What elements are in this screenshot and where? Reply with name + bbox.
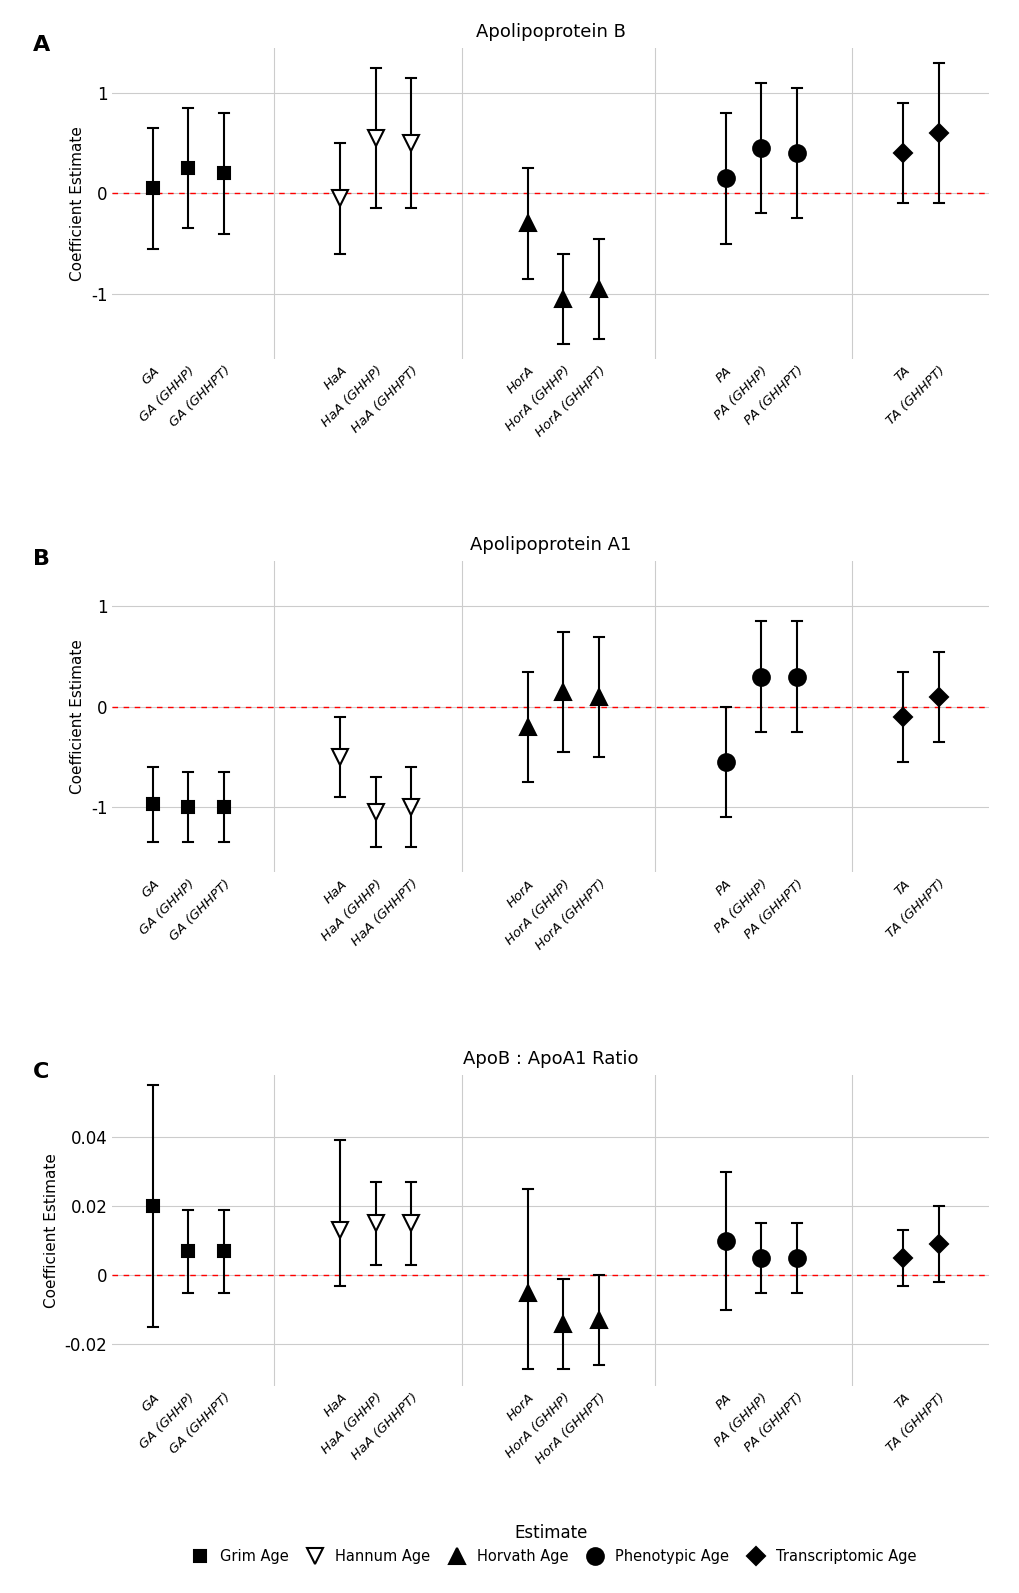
Y-axis label: Coefficient Estimate: Coefficient Estimate (70, 126, 86, 280)
Text: B: B (34, 550, 50, 569)
Y-axis label: Coefficient Estimate: Coefficient Estimate (44, 1153, 59, 1308)
Title: Apolipoprotein B: Apolipoprotein B (476, 22, 625, 41)
Text: C: C (34, 1063, 50, 1082)
Y-axis label: Coefficient Estimate: Coefficient Estimate (70, 639, 86, 795)
Title: Apolipoprotein A1: Apolipoprotein A1 (470, 537, 631, 554)
Legend: Grim Age, Hannum Age, Horvath Age, Phenotypic Age, Transcriptomic Age: Grim Age, Hannum Age, Horvath Age, Pheno… (179, 1518, 921, 1569)
Title: ApoB : ApoA1 Ratio: ApoB : ApoA1 Ratio (463, 1050, 638, 1067)
Text: A: A (34, 35, 51, 56)
